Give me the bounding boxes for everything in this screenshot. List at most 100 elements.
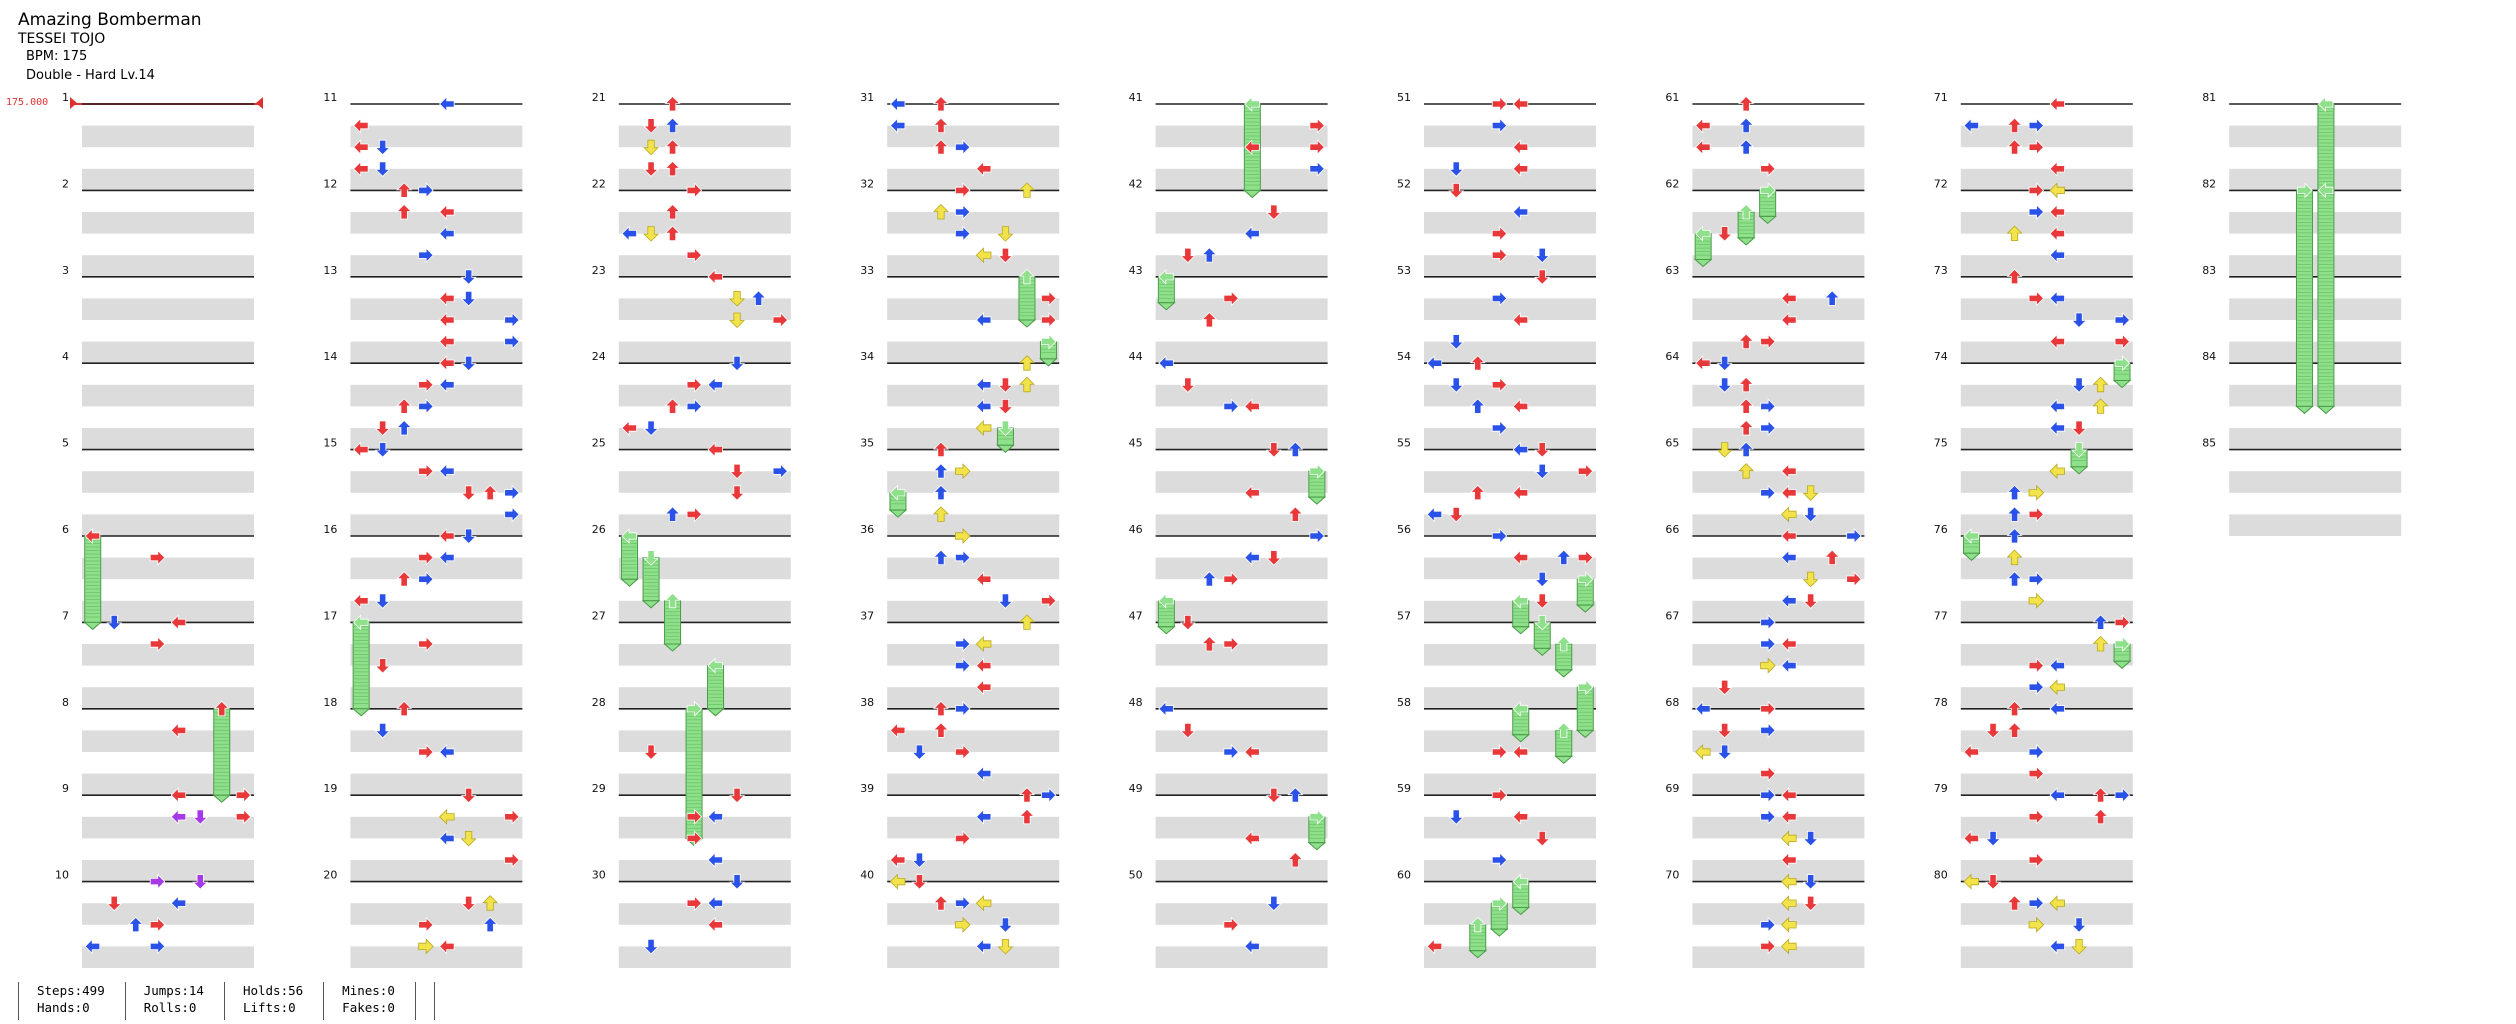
step-arrow-icon	[1223, 571, 1239, 588]
step-arrow-icon	[664, 398, 681, 414]
beat-stripe	[1960, 212, 2133, 234]
measure-number: 7	[62, 609, 69, 622]
measure-number: 5	[62, 437, 69, 450]
beat-stripe	[1424, 687, 1596, 709]
step-arrow-icon	[2114, 312, 2131, 328]
beat-stripe	[2229, 125, 2402, 148]
step-arrow-icon	[2071, 377, 2088, 393]
step-arrow-icon	[997, 398, 1014, 415]
hold-tail	[1307, 496, 1327, 505]
beat-stripe	[1424, 384, 1596, 407]
step-arrow-icon	[975, 247, 992, 264]
step-arrow-icon	[772, 312, 789, 328]
step-arrow-icon	[2049, 657, 2065, 674]
step-arrow-icon	[482, 895, 499, 911]
beat-stripe	[1424, 557, 1596, 580]
step-arrow-icon	[2049, 700, 2065, 717]
step-arrow-icon	[1781, 506, 1797, 523]
step-arrow-icon	[1760, 808, 1776, 825]
measure-number: 18	[323, 696, 337, 709]
beat-stripe	[1960, 341, 2133, 364]
step-arrow-icon	[1695, 700, 1711, 717]
step-arrow-icon	[439, 808, 455, 825]
beat-stripe	[618, 903, 791, 925]
step-arrow-icon	[1491, 247, 1508, 264]
beat-stripe	[887, 773, 1060, 796]
beat-stripe	[618, 860, 791, 882]
measure-number: 1	[62, 91, 69, 104]
measure-number: 44	[1129, 350, 1143, 363]
measure-number: 62	[1665, 177, 1679, 190]
beat-stripe	[1155, 168, 1328, 191]
step-arrow-icon	[1223, 916, 1239, 933]
step-arrow-icon	[1041, 290, 1057, 307]
step-arrow-icon	[439, 528, 455, 544]
measure-number: 65	[1665, 437, 1679, 450]
step-arrow-icon	[1041, 592, 1057, 609]
step-arrow-icon	[1512, 398, 1529, 415]
difficulty-label: Double - Hard Lv.14	[26, 68, 155, 83]
step-arrow-icon	[106, 615, 123, 631]
measure-number: 14	[323, 350, 337, 363]
step-arrow-icon	[889, 484, 906, 501]
beat-stripe	[1960, 384, 2133, 407]
step-arrow-icon	[396, 182, 413, 198]
step-arrow-icon	[2006, 117, 2023, 133]
step-arrow-icon	[374, 139, 391, 156]
step-arrow-icon	[1448, 334, 1465, 350]
measure-number: 32	[860, 177, 874, 190]
step-arrow-icon	[955, 225, 971, 242]
step-arrow-icon	[2049, 333, 2065, 350]
measure-number: 42	[1129, 177, 1143, 190]
step-arrow-icon	[439, 938, 455, 955]
step-arrow-icon	[1201, 247, 1218, 263]
step-arrow-icon	[1265, 204, 1282, 221]
step-arrow-icon	[1760, 420, 1776, 436]
beat-stripe	[1424, 514, 1596, 536]
step-arrow-icon	[729, 312, 746, 329]
hold-tail	[1554, 669, 1574, 678]
step-arrow-icon	[1695, 225, 1711, 242]
hold-tail	[706, 708, 725, 717]
measure-number: 12	[323, 177, 337, 190]
hold-tail	[996, 444, 1015, 453]
beat-stripe	[1692, 255, 1865, 277]
step-arrow-icon	[2114, 614, 2131, 631]
measure-number: 24	[592, 350, 606, 363]
step-arrow-icon	[2006, 527, 2023, 544]
step-arrow-icon	[2071, 917, 2088, 933]
beat-stripe	[350, 125, 523, 148]
step-arrow-icon	[686, 376, 703, 393]
beat-stripe	[1424, 298, 1596, 320]
step-arrow-icon	[1018, 182, 1035, 198]
step-arrow-icon	[643, 226, 660, 242]
hold-tail	[1962, 552, 1981, 561]
step-arrow-icon	[975, 571, 992, 588]
step-arrow-icon	[1448, 377, 1465, 393]
step-arrow-icon	[1512, 160, 1529, 177]
step-arrow-icon	[1491, 895, 1508, 912]
step-arrow-icon	[1781, 830, 1797, 847]
step-arrow-icon	[975, 398, 992, 415]
hold-tail	[2112, 660, 2132, 669]
step-arrow-icon	[707, 808, 723, 825]
step-arrow-icon	[2028, 506, 2045, 523]
measure-number: 40	[860, 869, 874, 882]
beat-stripe	[618, 212, 791, 234]
step-arrow-icon	[460, 895, 477, 912]
step-arrow-icon	[932, 549, 949, 565]
step-arrow-icon	[149, 873, 166, 890]
stats-group-holds: Holds:56 Lifts:0	[223, 982, 323, 1020]
step-arrow-icon	[504, 852, 520, 868]
beat-stripe	[1155, 255, 1328, 277]
beat-stripe	[1692, 471, 1865, 493]
step-arrow-icon	[1309, 463, 1325, 480]
step-arrow-icon	[2028, 765, 2045, 782]
step-arrow-icon	[396, 419, 413, 436]
measure-number: 71	[1934, 91, 1948, 104]
measure-number: 22	[592, 177, 606, 190]
beat-stripe	[82, 816, 254, 839]
step-arrow-icon	[1760, 160, 1776, 177]
step-arrow-icon	[504, 484, 520, 501]
step-arrow-icon	[1760, 700, 1776, 717]
